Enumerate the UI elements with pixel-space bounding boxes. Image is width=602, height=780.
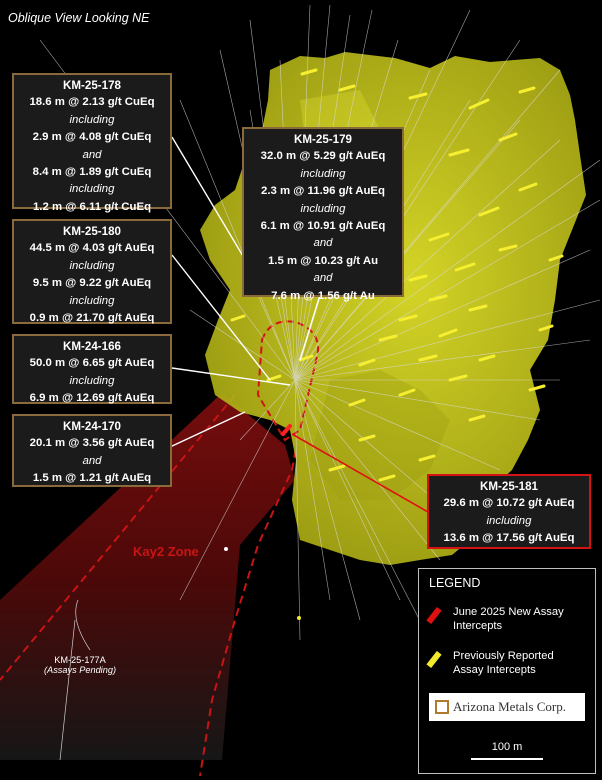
- legend-title: LEGEND: [429, 576, 481, 590]
- connector-word: including: [300, 167, 346, 180]
- intercept-line: 1.2 m @ 6.11 g/t CuEq: [32, 200, 152, 213]
- legend: LEGEND June 2025 New Assay Intercepts Pr…: [418, 568, 596, 774]
- connector-word: and: [82, 454, 102, 467]
- intercept-line: 1.5 m @ 1.21 g/t AuEq: [32, 472, 152, 485]
- hole-id: KM-25-180: [63, 225, 121, 238]
- intercept-line: 8.4 m @ 1.89 g/t CuEq: [32, 166, 152, 179]
- intercept-line: 6.1 m @ 10.91 g/t AuEq: [260, 220, 386, 233]
- intercept-line: 7.6 m @ 1.56 g/t Au: [271, 289, 375, 302]
- intercept-line: 2.3 m @ 11.96 g/t AuEq: [260, 185, 385, 198]
- connector-word: including: [69, 183, 115, 196]
- connector-word: and: [82, 148, 102, 161]
- kay2-dashed-halo: [256, 320, 320, 442]
- logo-text: Arizona Metals Corp.: [453, 699, 567, 714]
- intercept-line: 1.5 m @ 10.23 g/t Au: [267, 254, 379, 267]
- connector-word: including: [69, 113, 115, 126]
- intercept-line: 13.6 m @ 17.56 g/t AuEq: [443, 532, 575, 545]
- hole-id: KM-25-179: [294, 133, 352, 146]
- new-intercept-swatch-icon: [426, 606, 442, 625]
- connector-word: and: [313, 272, 333, 285]
- drillhole-marker: [297, 616, 301, 620]
- intercept-line: 32.0 m @ 5.29 g/t AuEq: [260, 150, 386, 163]
- callout-km-25-179: KM-25-179 32.0 m @ 5.29 g/t AuEq includi…: [242, 127, 404, 302]
- intercept-line: 2.9 m @ 4.08 g/t CuEq: [32, 131, 152, 144]
- drillhole-collar-point: [224, 547, 228, 551]
- callout-km-25-178: KM-25-178 18.6 m @ 2.13 g/t CuEq includi…: [12, 73, 172, 213]
- callout-km-25-180: KM-25-180 44.5 m @ 4.03 g/t AuEq includi…: [12, 219, 172, 324]
- view-title: Oblique View Looking NE: [8, 11, 150, 25]
- previous-assay-intercepts: [230, 68, 564, 482]
- kay2-zone-label: Kay2 Zone: [133, 544, 199, 559]
- connector-word: including: [300, 202, 346, 215]
- intercept-line: 0.9 m @ 21.70 g/t AuEq: [29, 312, 155, 325]
- pending-hole-curve: [75, 599, 91, 651]
- intercept-line: 20.1 m @ 3.56 g/t AuEq: [29, 437, 155, 450]
- company-logo: Arizona Metals Corp.: [429, 693, 585, 721]
- intercept-line: 18.6 m @ 2.13 g/t CuEq: [29, 96, 155, 109]
- km25-181-leader: [291, 433, 429, 513]
- legend-item-previous: Previously Reported Assay Intercepts: [453, 650, 554, 676]
- previous-intercept-swatch-icon: [426, 650, 442, 669]
- intercept-line: 9.5 m @ 9.22 g/t AuEq: [32, 277, 152, 290]
- callout-km-24-166: KM-24-166 50.0 m @ 6.65 g/t AuEq includi…: [12, 334, 172, 404]
- intercept-line: 44.5 m @ 4.03 g/t AuEq: [29, 242, 155, 255]
- pending-hole-trace: [59, 619, 76, 761]
- kay2-zone-outline: [0, 394, 236, 681]
- new-assay-intercept: [281, 424, 292, 436]
- logo-mark-icon: [435, 700, 449, 714]
- scale-bar-label: 100 m: [491, 741, 523, 753]
- connector-word: including: [69, 294, 115, 307]
- kay2-zone-outline-east: [199, 436, 299, 777]
- callout-km-24-170: KM-24-170 20.1 m @ 3.56 g/t AuEq and 1.5…: [12, 414, 172, 487]
- hole-id: KM-25-178: [63, 79, 121, 92]
- hole-id: KM-24-170: [63, 420, 121, 433]
- callout-km-25-181: KM-25-181 29.6 m @ 10.72 g/t AuEq includ…: [427, 474, 591, 549]
- pending-hole-id: KM-25-177A: [54, 655, 106, 665]
- intercept-line: 29.6 m @ 10.72 g/t AuEq: [443, 497, 575, 510]
- connector-word: including: [486, 514, 532, 527]
- callout-leaders: [169, 136, 321, 448]
- connector-word: including: [69, 374, 115, 387]
- kay2-zone-slab: [0, 393, 295, 760]
- intercept-line: 6.9 m @ 12.69 g/t AuEq: [29, 392, 155, 405]
- hole-id: KM-24-166: [63, 340, 121, 353]
- connector-word: including: [69, 259, 115, 272]
- legend-item-new: June 2025 New Assay Intercepts: [453, 606, 564, 632]
- pending-hole-label: KM-25-177A (Assays Pending): [44, 655, 116, 675]
- hole-id: KM-25-181: [480, 480, 538, 493]
- scale-bar: [471, 758, 543, 760]
- connector-word: and: [313, 237, 333, 250]
- pending-hole-note: (Assays Pending): [44, 665, 117, 675]
- orebody-shading: [310, 370, 450, 500]
- intercept-line: 50.0 m @ 6.65 g/t AuEq: [29, 357, 155, 370]
